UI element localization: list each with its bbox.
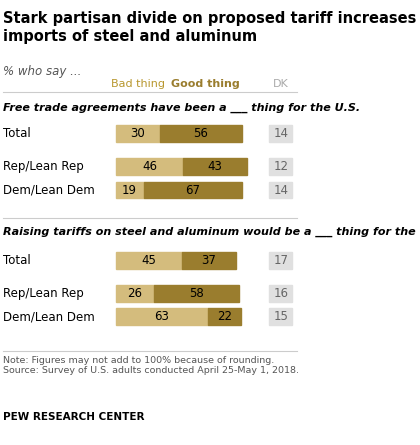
Text: DK: DK — [273, 79, 289, 89]
Text: 67: 67 — [185, 183, 200, 197]
Text: Raising tariffs on steel and aluminum would be a ___ thing for the U.S.: Raising tariffs on steel and aluminum wo… — [3, 227, 420, 238]
Text: Dem/Lean Dem: Dem/Lean Dem — [3, 183, 95, 197]
Text: Rep/Lean Rep: Rep/Lean Rep — [3, 160, 84, 174]
FancyBboxPatch shape — [270, 285, 292, 302]
Text: 16: 16 — [273, 287, 288, 300]
FancyBboxPatch shape — [270, 125, 292, 142]
FancyBboxPatch shape — [116, 158, 183, 175]
Text: 58: 58 — [189, 287, 204, 300]
Text: 22: 22 — [217, 310, 232, 324]
Text: 14: 14 — [273, 127, 288, 140]
FancyBboxPatch shape — [116, 182, 144, 198]
Text: 15: 15 — [273, 310, 288, 324]
FancyBboxPatch shape — [116, 125, 160, 142]
FancyBboxPatch shape — [154, 285, 239, 302]
Text: Note: Figures may not add to 100% because of rounding.
Source: Survey of U.S. ad: Note: Figures may not add to 100% becaus… — [3, 356, 299, 376]
FancyBboxPatch shape — [160, 125, 242, 142]
Text: PEW RESEARCH CENTER: PEW RESEARCH CENTER — [3, 412, 144, 421]
FancyBboxPatch shape — [270, 158, 292, 175]
Text: 43: 43 — [207, 160, 222, 174]
FancyBboxPatch shape — [116, 308, 208, 325]
Text: 19: 19 — [122, 183, 137, 197]
FancyBboxPatch shape — [116, 285, 154, 302]
Text: 12: 12 — [273, 160, 288, 174]
FancyBboxPatch shape — [270, 252, 292, 269]
Text: Rep/Lean Rep: Rep/Lean Rep — [3, 287, 84, 300]
Text: 30: 30 — [130, 127, 145, 140]
Text: 17: 17 — [273, 254, 288, 267]
Text: Total: Total — [3, 254, 31, 267]
Text: Free trade agreements have been a ___ thing for the U.S.: Free trade agreements have been a ___ th… — [3, 102, 360, 113]
Text: Stark partisan divide on proposed tariff increases on
imports of steel and alumi: Stark partisan divide on proposed tariff… — [3, 11, 420, 44]
Text: Bad thing: Bad thing — [110, 79, 165, 89]
Text: Good thing: Good thing — [171, 79, 240, 89]
Text: Total: Total — [3, 127, 31, 140]
Text: 45: 45 — [141, 254, 156, 267]
FancyBboxPatch shape — [116, 252, 182, 269]
FancyBboxPatch shape — [270, 182, 292, 198]
Text: 14: 14 — [273, 183, 288, 197]
Text: Dem/Lean Dem: Dem/Lean Dem — [3, 310, 95, 324]
FancyBboxPatch shape — [182, 252, 236, 269]
FancyBboxPatch shape — [144, 182, 242, 198]
Text: 56: 56 — [194, 127, 208, 140]
FancyBboxPatch shape — [208, 308, 241, 325]
Text: % who say ...: % who say ... — [3, 65, 81, 77]
FancyBboxPatch shape — [270, 308, 292, 325]
Text: 26: 26 — [127, 287, 142, 300]
Text: 37: 37 — [202, 254, 216, 267]
Text: 46: 46 — [142, 160, 157, 174]
Text: 63: 63 — [155, 310, 169, 324]
FancyBboxPatch shape — [183, 158, 247, 175]
